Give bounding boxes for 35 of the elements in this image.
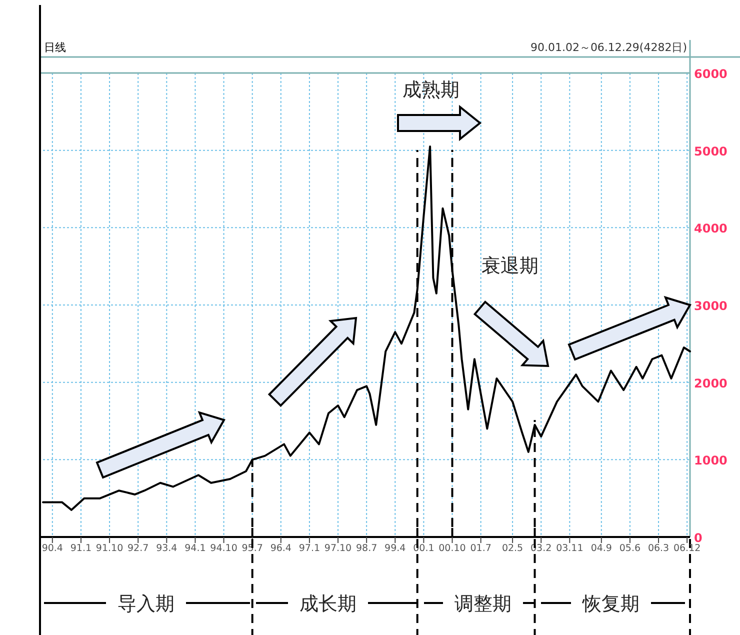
x-tick-label: 06.3 [648, 543, 670, 554]
x-tick-label: 97.10 [324, 543, 352, 554]
chart-subtitle: 90.01.02～06.12.29(4282日) [530, 41, 687, 54]
annotation: 成长期 [256, 593, 418, 615]
y-tick-label: 5000 [694, 144, 728, 158]
x-tick-label: 06.12 [673, 543, 701, 554]
x-tick-label: 92.7 [128, 543, 149, 554]
x-tick-label: 03.11 [556, 543, 584, 554]
annotation: 调整期 [424, 593, 535, 615]
y-tick-label: 6000 [694, 67, 728, 81]
x-tick-label: 97.1 [298, 543, 320, 554]
annotation: 衰退期 [482, 255, 538, 277]
x-tick-label: 05.6 [619, 543, 641, 554]
y-tick-label: 2000 [694, 376, 728, 390]
y-tick-label: 3000 [694, 299, 728, 313]
x-tick-label: 02.5 [502, 543, 524, 554]
annotation: 导入期 [44, 593, 250, 615]
x-tick-label: 91.10 [96, 543, 124, 554]
chart-title: 日线 [44, 41, 66, 54]
annotation: 恢复期 [541, 593, 685, 615]
x-tick-label: 93.4 [156, 543, 178, 554]
x-tick-label: 04.9 [590, 543, 612, 554]
x-tick-label: 94.1 [184, 543, 206, 554]
y-tick-label: 0 [694, 531, 702, 545]
x-tick-label: 96.4 [270, 543, 292, 554]
x-tick-label: 01.7 [470, 543, 492, 554]
x-tick-label: 91.1 [70, 543, 92, 554]
y-tick-label: 4000 [694, 222, 728, 236]
x-tick-label: 98.7 [356, 543, 378, 554]
x-tick-label: 00.10 [438, 543, 466, 554]
x-tick-label: 94.10 [210, 543, 238, 554]
y-tick-label: 1000 [694, 454, 728, 468]
annotation: 成熟期 [402, 79, 460, 101]
x-tick-label: 99.4 [384, 543, 406, 554]
x-tick-label: 90.4 [42, 543, 63, 554]
